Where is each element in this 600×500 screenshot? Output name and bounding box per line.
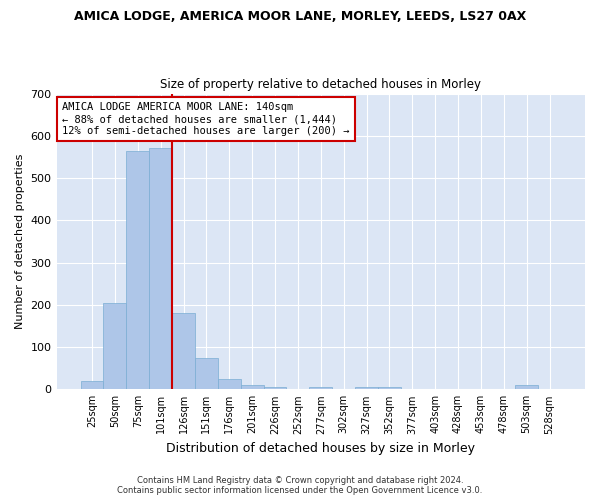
Bar <box>310 387 332 390</box>
Text: Contains HM Land Registry data © Crown copyright and database right 2024.
Contai: Contains HM Land Registry data © Crown c… <box>118 476 482 495</box>
Bar <box>103 302 127 390</box>
Bar <box>195 358 218 390</box>
Bar <box>149 148 172 390</box>
Bar <box>172 314 195 390</box>
Bar <box>80 381 103 390</box>
Text: AMICA LODGE, AMERICA MOOR LANE, MORLEY, LEEDS, LS27 0AX: AMICA LODGE, AMERICA MOOR LANE, MORLEY, … <box>74 10 526 23</box>
Y-axis label: Number of detached properties: Number of detached properties <box>15 154 25 329</box>
Bar <box>241 385 263 390</box>
Bar <box>515 385 538 390</box>
Bar <box>127 150 149 390</box>
Bar <box>378 387 401 390</box>
Bar <box>263 387 286 390</box>
X-axis label: Distribution of detached houses by size in Morley: Distribution of detached houses by size … <box>166 442 475 455</box>
Bar <box>218 378 241 390</box>
Bar <box>355 387 378 390</box>
Title: Size of property relative to detached houses in Morley: Size of property relative to detached ho… <box>160 78 481 91</box>
Text: AMICA LODGE AMERICA MOOR LANE: 140sqm
← 88% of detached houses are smaller (1,44: AMICA LODGE AMERICA MOOR LANE: 140sqm ← … <box>62 102 349 136</box>
